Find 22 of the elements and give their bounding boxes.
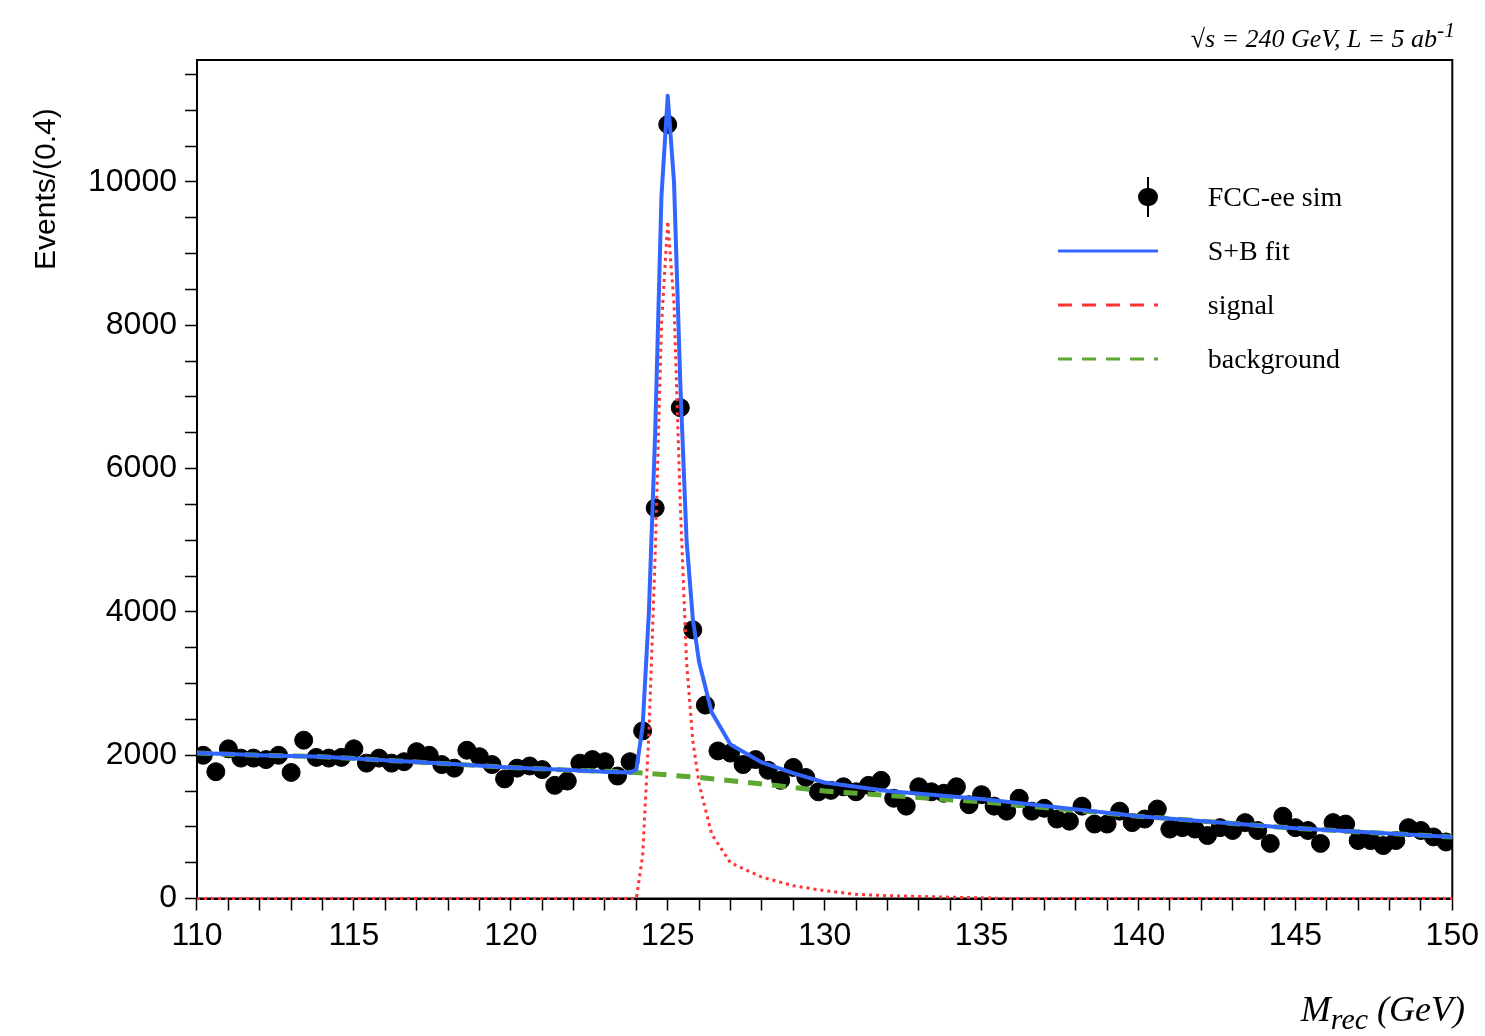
- x-tick-label: 135: [954, 915, 1009, 952]
- chart-title: √s = 240 GeV, L = 5 ab$^{-1}$: [1190, 18, 1455, 54]
- x-tick-label: 140: [1111, 915, 1166, 952]
- legend-label: FCC-ee sim: [1207, 181, 1343, 213]
- y-axis-title: Events/(0.4): [28, 108, 62, 270]
- x-tick-label: 120: [484, 915, 538, 952]
- y-tick-label: 0: [159, 878, 177, 915]
- y-tick-label: 4000: [105, 591, 177, 628]
- x-tick-label: 145: [1268, 915, 1323, 952]
- x-axis-title: M$_{rec}$ (GeV): [1300, 987, 1465, 1036]
- x-tick-label: 125: [641, 915, 695, 952]
- x-tick-label: 115: [328, 915, 380, 952]
- y-tick-label: 10000: [88, 161, 177, 198]
- y-tick-label: 6000: [105, 448, 177, 485]
- y-tick-label: 2000: [105, 735, 177, 772]
- x-tick-label: 130: [797, 915, 852, 952]
- x-tick-label: 150: [1425, 915, 1479, 952]
- y-tick-label: 8000: [105, 305, 177, 342]
- legend-label: signal: [1207, 289, 1275, 321]
- x-tick-label: 110: [171, 915, 223, 952]
- legend-label: S+B fit: [1207, 235, 1290, 267]
- legend-label: background: [1207, 343, 1340, 375]
